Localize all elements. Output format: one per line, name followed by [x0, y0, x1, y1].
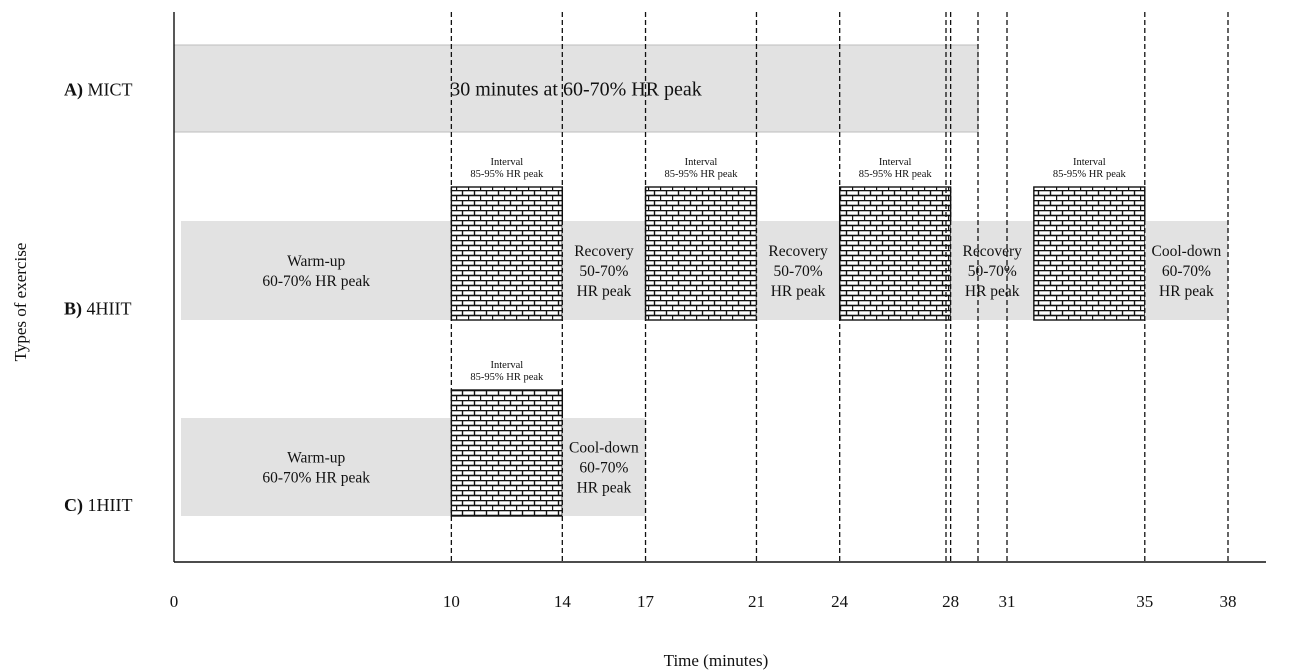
- phase-label-1hiit-0-0: Warm-up: [287, 449, 345, 466]
- phase-bar-4hiit-4: [756, 221, 840, 320]
- phase-label-4hiit-6-0: Recovery: [963, 243, 1023, 260]
- interval-bar-4hiit-3: [644, 186, 758, 321]
- phase-label-1hiit-2-0: Cool-down: [569, 439, 639, 456]
- interval-bar-4hiit-7: [1033, 186, 1146, 321]
- row-labels: A) MICT B) 4HIIT C) 1HIIT: [64, 80, 133, 517]
- phase-label-mict-0-0: 30 minutes at 60-70% HR peak: [450, 79, 702, 101]
- interval-caption-4hiit-1-1: 85-95% HR peak: [470, 169, 544, 180]
- phase-label-4hiit-2-1: 50-70%: [579, 263, 628, 280]
- x-tick-label-31: 31: [999, 592, 1016, 611]
- phase-bar-mict-0: [173, 44, 979, 133]
- bars-layer: 30 minutes at 60-70% HR peak Warm-up 60-70…: [173, 44, 1228, 517]
- phase-bar-4hiit-8: [1144, 221, 1228, 320]
- interval-caption-4hiit-1-0: Interval: [491, 157, 524, 168]
- interval-caption-4hiit-3-1: 85-95% HR peak: [665, 169, 739, 180]
- phase-bar-1hiit-0: [181, 418, 452, 516]
- phase-label-4hiit-8-1: 60-70%: [1162, 263, 1211, 280]
- phase-label-1hiit-2-2: HR peak: [577, 479, 632, 496]
- row-label-1hiit: C) 1HIIT: [64, 495, 132, 516]
- x-tick-labels: 0 10 14 17 21 24 28 31 35 38: [170, 592, 1237, 611]
- interval-caption-4hiit-7-0: Interval: [1073, 157, 1106, 168]
- phase-bar-4hiit-0: [181, 221, 452, 320]
- phase-bar-1hiit-2: [562, 418, 646, 516]
- phase-label-1hiit-0-1: 60-70% HR peak: [262, 469, 370, 486]
- x-tick-label-14: 14: [554, 592, 572, 611]
- x-axis-label: Time (minutes): [664, 651, 769, 670]
- interval-bar-1hiit-1: [450, 389, 564, 517]
- phase-label-1hiit-2-1: 60-70%: [579, 459, 628, 476]
- phase-label-4hiit-8-2: HR peak: [1159, 283, 1214, 300]
- interval-caption-1hiit-1-1: 85-95% HR peak: [470, 372, 544, 383]
- x-tick-label-17: 17: [637, 592, 655, 611]
- y-axis-label: Types of exercise: [11, 243, 30, 362]
- phase-label-4hiit-6-2: HR peak: [965, 283, 1020, 300]
- x-tick-label-38: 38: [1220, 592, 1237, 611]
- interval-caption-4hiit-7-1: 85-95% HR peak: [1053, 169, 1127, 180]
- phase-label-4hiit-6-1: 50-70%: [968, 263, 1017, 280]
- interval-caption-4hiit-3-0: Interval: [685, 157, 718, 168]
- x-tick-label-10: 10: [443, 592, 460, 611]
- phase-label-4hiit-2-0: Recovery: [574, 243, 634, 260]
- phase-label-4hiit-2-2: HR peak: [577, 283, 632, 300]
- axes: [173, 12, 1266, 563]
- interval-caption-4hiit-5-0: Interval: [879, 157, 912, 168]
- row-label-4hiit: B) 4HIIT: [64, 299, 131, 320]
- phase-label-4hiit-0-0: Warm-up: [287, 253, 345, 270]
- interval-caption-4hiit-5-1: 85-95% HR peak: [859, 169, 933, 180]
- interval-caption-1hiit-1-0: Interval: [491, 360, 524, 371]
- x-tick-label-0: 0: [170, 592, 179, 611]
- row-label-mict: A) MICT: [64, 80, 133, 101]
- phase-label-4hiit-0-1: 60-70% HR peak: [262, 273, 370, 290]
- phase-label-4hiit-4-0: Recovery: [768, 243, 828, 260]
- phase-label-4hiit-4-1: 50-70%: [774, 263, 823, 280]
- x-tick-label-24: 24: [831, 592, 849, 611]
- phase-label-4hiit-8-0: Cool-down: [1152, 243, 1222, 260]
- x-tick-label-28: 28: [942, 592, 959, 611]
- x-tick-label-35: 35: [1136, 592, 1153, 611]
- interval-bar-4hiit-1: [450, 186, 564, 321]
- phase-bar-4hiit-2: [562, 221, 646, 320]
- phase-label-4hiit-4-2: HR peak: [771, 283, 826, 300]
- phase-bar-4hiit-6: [950, 221, 1034, 320]
- x-tick-label-21: 21: [748, 592, 765, 611]
- interval-bar-4hiit-5: [838, 186, 952, 321]
- dashed-gridlines: [450, 12, 1229, 562]
